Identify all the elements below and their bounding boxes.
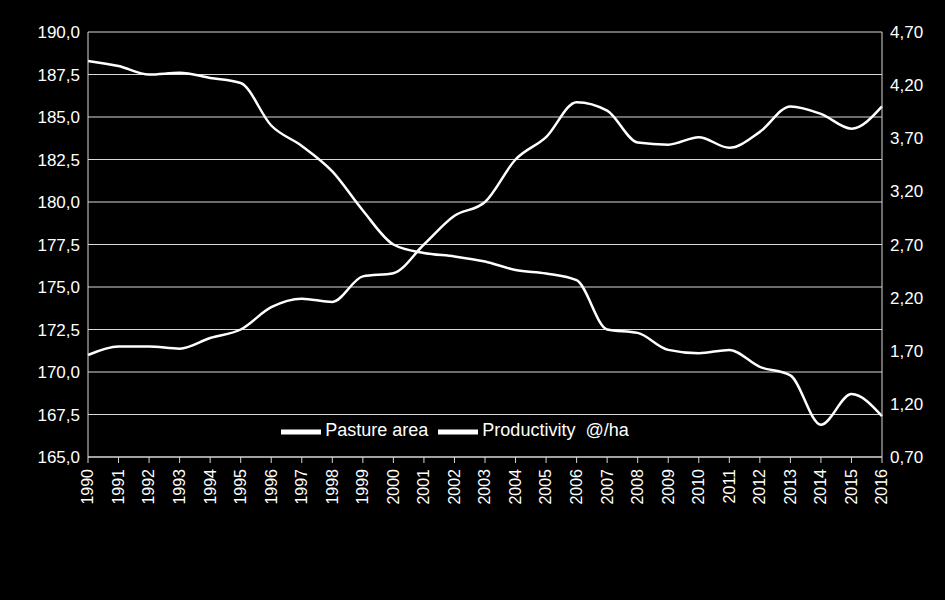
svg-text:2006: 2006 — [568, 469, 585, 505]
svg-text:2012: 2012 — [751, 469, 768, 505]
svg-text:2000: 2000 — [385, 469, 402, 505]
svg-text:1994: 1994 — [202, 469, 219, 505]
svg-text:1999: 1999 — [354, 469, 371, 505]
svg-text:175,0: 175,0 — [37, 278, 80, 297]
svg-text:0,70: 0,70 — [890, 448, 923, 467]
svg-text:1992: 1992 — [140, 469, 157, 505]
svg-text:1998: 1998 — [324, 469, 341, 505]
svg-text:182,5: 182,5 — [37, 151, 80, 170]
svg-text:1,70: 1,70 — [890, 342, 923, 361]
svg-text:3,70: 3,70 — [890, 129, 923, 148]
html-text:Productivity @/ha: Productivity @/ha — [482, 420, 629, 441]
svg-text:185,0: 185,0 — [37, 108, 80, 127]
svg-text:3,20: 3,20 — [890, 182, 923, 201]
svg-text:1991: 1991 — [110, 469, 127, 505]
svg-text:177,5: 177,5 — [37, 236, 80, 255]
svg-text:2003: 2003 — [476, 469, 493, 505]
svg-text:2010: 2010 — [690, 469, 707, 505]
svg-text:2015: 2015 — [843, 469, 860, 505]
svg-text:187,5: 187,5 — [37, 66, 80, 85]
svg-text:170,0: 170,0 — [37, 363, 80, 382]
svg-text:2007: 2007 — [599, 469, 616, 505]
svg-text:1990: 1990 — [79, 469, 96, 505]
svg-text:172,5: 172,5 — [37, 321, 80, 340]
svg-text:1993: 1993 — [171, 469, 188, 505]
svg-text:1,20: 1,20 — [890, 395, 923, 414]
svg-text:2001: 2001 — [415, 469, 432, 505]
svg-text:2,20: 2,20 — [890, 289, 923, 308]
svg-text:2008: 2008 — [629, 469, 646, 505]
svg-text:180,0: 180,0 — [37, 193, 80, 212]
html-text:Pasture area: Pasture area — [325, 420, 429, 441]
svg-text:1997: 1997 — [293, 469, 310, 505]
svg-text:165,0: 165,0 — [37, 448, 80, 467]
svg-text:2004: 2004 — [507, 469, 524, 505]
svg-text:2002: 2002 — [446, 469, 463, 505]
svg-text:2011: 2011 — [721, 469, 738, 504]
svg-text:1995: 1995 — [232, 469, 249, 505]
svg-text:190,0: 190,0 — [37, 23, 80, 42]
svg-text:4,20: 4,20 — [890, 76, 923, 95]
svg-text:2,70: 2,70 — [890, 236, 923, 255]
svg-text:2009: 2009 — [660, 469, 677, 505]
svg-text:1996: 1996 — [263, 469, 280, 505]
svg-text:2014: 2014 — [812, 469, 829, 505]
svg-text:167,5: 167,5 — [37, 406, 80, 425]
svg-text:2016: 2016 — [873, 469, 890, 505]
svg-text:4,70: 4,70 — [890, 23, 923, 42]
svg-text:2013: 2013 — [782, 469, 799, 505]
svg-text:2005: 2005 — [537, 469, 554, 505]
